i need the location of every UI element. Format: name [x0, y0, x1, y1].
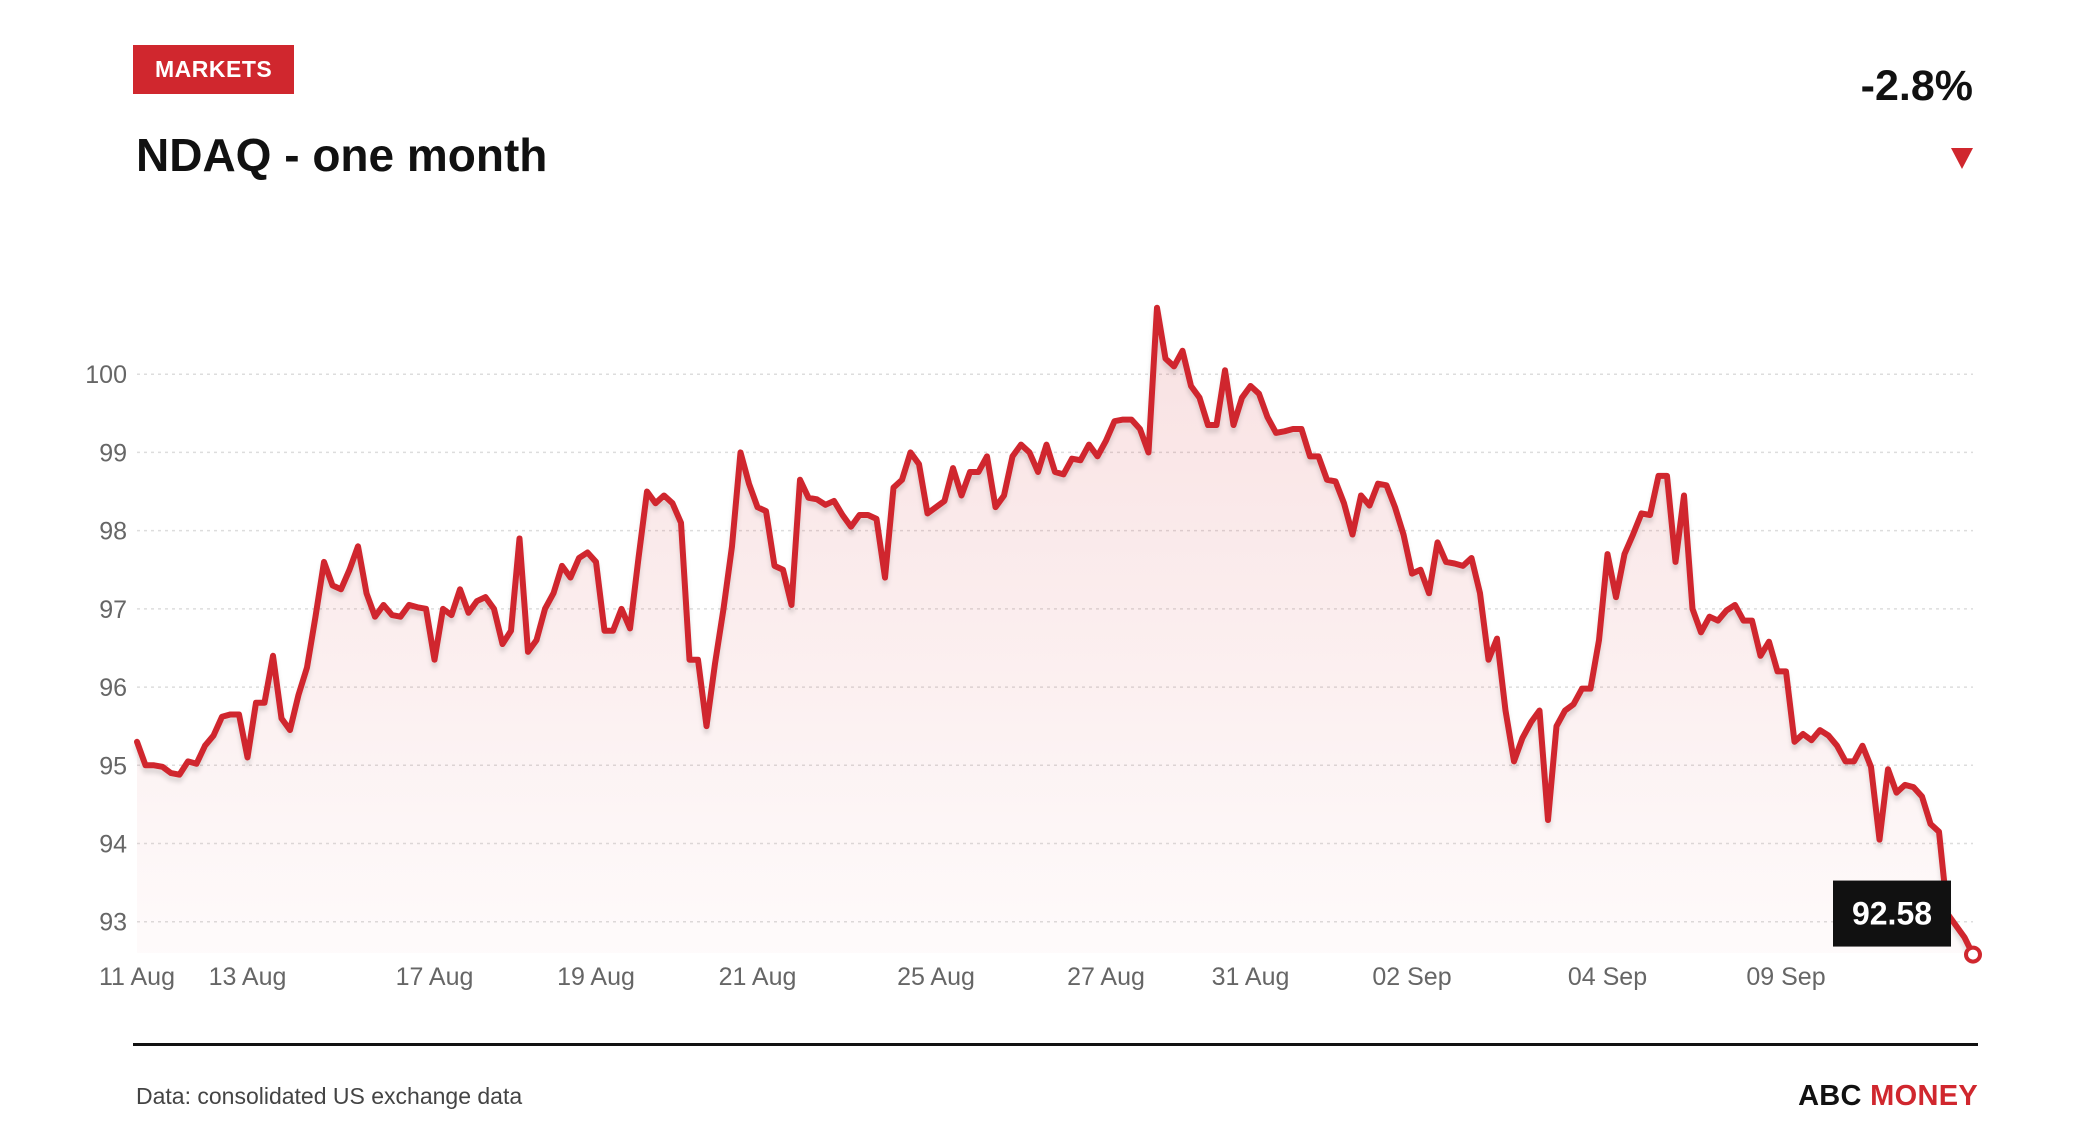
price-area	[137, 307, 1973, 955]
x-tick-label: 27 Aug	[1067, 963, 1145, 991]
y-tick-label: 96	[99, 674, 127, 702]
last-value-box	[1833, 880, 1951, 947]
last-point-marker	[1964, 945, 1982, 964]
x-tick-label: 02 Sep	[1372, 963, 1451, 991]
x-tick-label: 17 Aug	[396, 963, 474, 991]
price-chart: 93 94 95 96 97 98 99 100 11 Aug 13 Aug 17 Aug 19 A…	[85, 304, 1982, 991]
data-source-note: Data: consolidated US exchange data	[136, 1083, 523, 1109]
x-axis: 11 Aug 13 Aug 17 Aug 19 Aug 21 Aug 25 Aug 27 A…	[99, 963, 1826, 991]
y-tick-label: 97	[99, 596, 127, 624]
x-tick-label: 04 Sep	[1568, 963, 1647, 991]
y-tick-label: 93	[99, 909, 127, 937]
y-tick-label: 98	[99, 518, 127, 546]
last-value-callout: 92.58	[1833, 880, 1982, 964]
price-line	[134, 304, 1976, 958]
down-triangle-icon	[1951, 148, 1973, 169]
brand-logo: ABC MONEY	[1798, 1080, 1978, 1113]
chart-title: NDAQ - one month	[136, 129, 548, 181]
x-tick-label: 09 Sep	[1746, 963, 1825, 991]
percent-change: -2.8%	[1860, 62, 1973, 110]
x-tick-label: 13 Aug	[209, 963, 287, 991]
x-tick-label: 11 Aug	[99, 963, 175, 991]
x-tick-label: 21 Aug	[719, 963, 797, 991]
y-tick-label: 100	[85, 361, 127, 389]
y-tick-label: 94	[99, 831, 127, 859]
footer-divider	[133, 1043, 1978, 1046]
last-value-label: 92.58	[1852, 896, 1932, 932]
brand-logo-part1: ABC	[1798, 1080, 1862, 1112]
y-axis: 93 94 95 96 97 98 99 100	[85, 361, 127, 937]
y-tick-label: 99	[99, 439, 127, 467]
brand-logo-part2: MONEY	[1870, 1080, 1978, 1112]
x-tick-label: 25 Aug	[897, 963, 975, 991]
x-tick-label: 19 Aug	[557, 963, 635, 991]
x-tick-label: 31 Aug	[1212, 963, 1290, 991]
markets-badge: MARKETS	[133, 45, 295, 94]
y-tick-label: 95	[99, 752, 127, 780]
